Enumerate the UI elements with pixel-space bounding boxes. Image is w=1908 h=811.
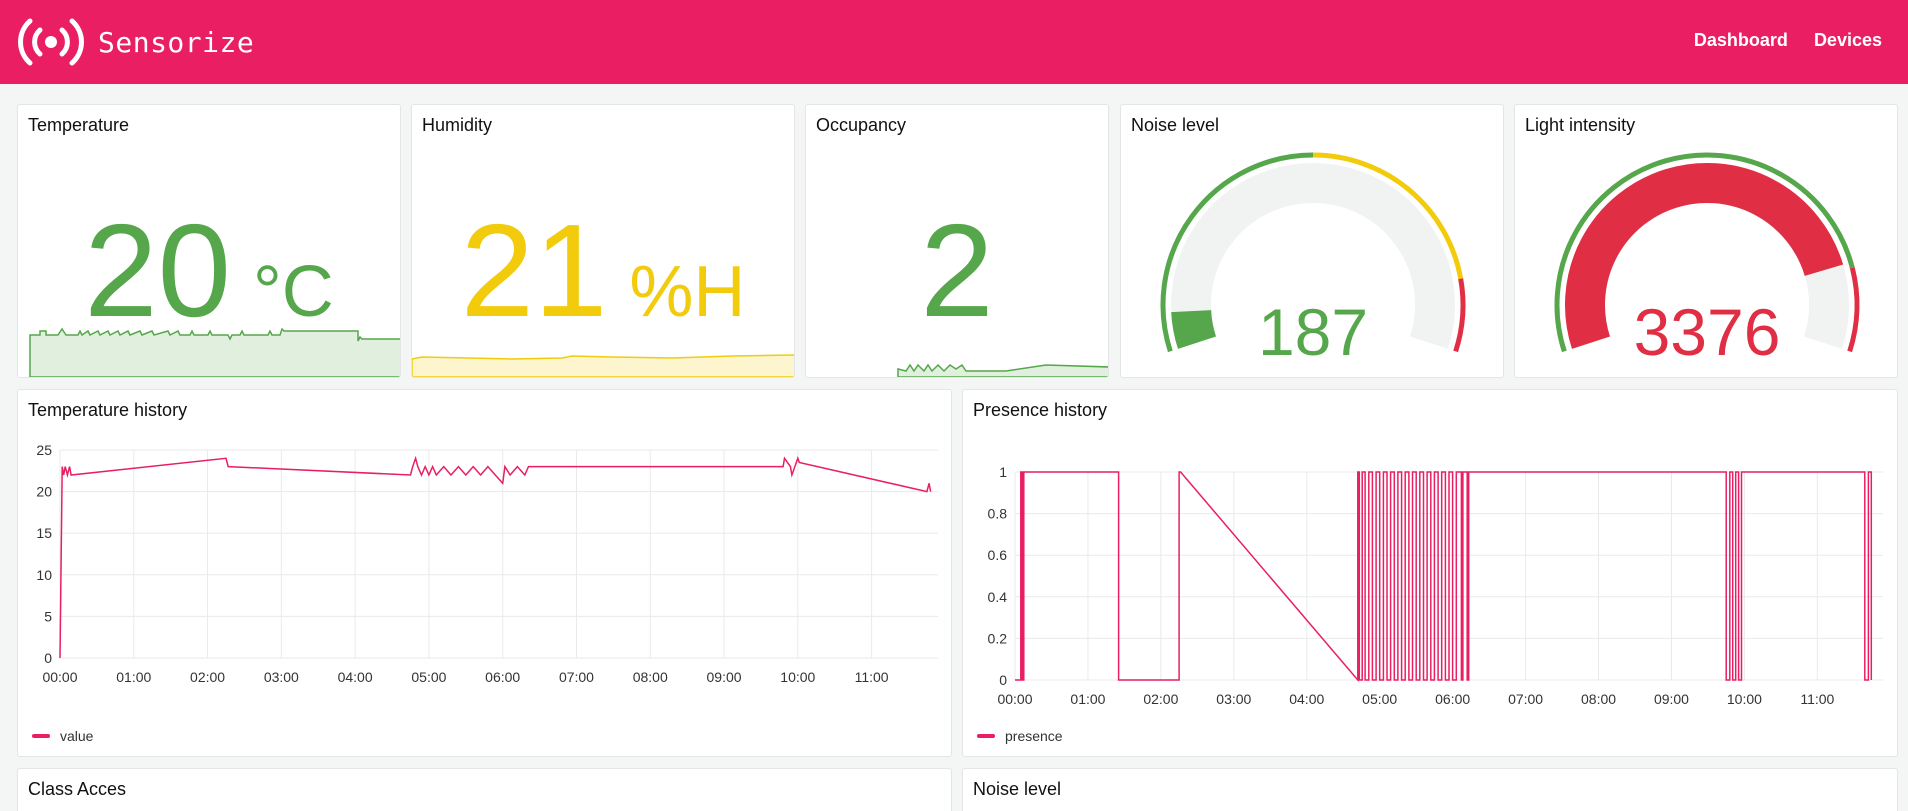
occupancy-stat: 2 bbox=[806, 205, 1108, 337]
occupancy-sparkline bbox=[897, 363, 1108, 377]
x-tick-label: 10:00 bbox=[780, 669, 815, 685]
x-tick-label: 08:00 bbox=[633, 669, 668, 685]
x-tick-label: 04:00 bbox=[338, 669, 373, 685]
occupancy-value: 2 bbox=[920, 197, 994, 344]
panel-title: Noise level bbox=[1131, 115, 1220, 135]
x-tick-label: 05:00 bbox=[1362, 691, 1397, 707]
presence-history-panel: Presence history 0 0.2 0.4 0.6 0.8 1 00:00 01:0… bbox=[962, 389, 1898, 757]
class-access-panel: Class Acces bbox=[17, 768, 952, 811]
noise-level-panel: Noise level bbox=[962, 768, 1898, 811]
x-tick-label: 04:00 bbox=[1289, 691, 1324, 707]
gauge-value-arc bbox=[1565, 163, 1844, 349]
nav-dashboard[interactable]: Dashboard bbox=[1693, 30, 1788, 50]
legend-label: value bbox=[60, 728, 94, 744]
panel-title: Occupancy bbox=[816, 115, 907, 135]
x-tick-label: 03:00 bbox=[264, 669, 299, 685]
panel-title: Presence history bbox=[973, 400, 1108, 420]
x-tick-label: 02:00 bbox=[1143, 691, 1178, 707]
brand-name: Sensorize bbox=[98, 25, 255, 59]
x-tick-label: 11:00 bbox=[855, 669, 889, 685]
panel-title: Class Acces bbox=[28, 779, 127, 799]
y-tick-label: 0 bbox=[999, 672, 1007, 688]
x-tick-label: 07:00 bbox=[1508, 691, 1543, 707]
y-tick-label: 25 bbox=[36, 442, 52, 458]
x-tick-label: 07:00 bbox=[559, 669, 594, 685]
x-tick-label: 02:00 bbox=[190, 669, 225, 685]
y-tick-label: 0.2 bbox=[988, 630, 1008, 646]
panel-title: Light intensity bbox=[1525, 115, 1636, 135]
x-tick-label: 00:00 bbox=[42, 669, 77, 685]
gauge-threshold-arc bbox=[1847, 267, 1860, 353]
y-tick-label: 5 bbox=[44, 608, 52, 624]
noise-gauge-panel: Noise level 187 bbox=[1120, 104, 1504, 378]
panel-title: Temperature bbox=[28, 115, 130, 135]
gauge-value-text: 3376 bbox=[1634, 295, 1781, 369]
humidity-stat: 21 %H bbox=[412, 205, 794, 337]
x-tick-label: 09:00 bbox=[707, 669, 742, 685]
gauge-threshold-arc bbox=[1160, 152, 1314, 353]
temperature-value: 20 bbox=[84, 197, 232, 344]
y-tick-label: 1 bbox=[999, 464, 1007, 480]
series-line bbox=[59, 455, 932, 659]
legend-swatch bbox=[977, 734, 995, 738]
y-tick-label: 10 bbox=[36, 567, 52, 583]
panel-title: Noise level bbox=[973, 779, 1062, 799]
gauge-threshold-arc bbox=[1453, 278, 1466, 353]
x-tick-label: 03:00 bbox=[1216, 691, 1251, 707]
temperature-panel: Temperature 20 °C bbox=[17, 104, 401, 378]
x-tick-label: 01:00 bbox=[116, 669, 151, 685]
gauge-value-text: 187 bbox=[1258, 295, 1368, 369]
occupancy-panel: Occupancy 2 bbox=[805, 104, 1109, 378]
chart-legend[interactable]: value bbox=[32, 728, 93, 744]
gauge-value-arc bbox=[1171, 309, 1217, 349]
y-tick-label: 0 bbox=[44, 650, 52, 666]
gauge-threshold-arc bbox=[1554, 152, 1855, 353]
light-gauge-panel: Light intensity 3376 bbox=[1514, 104, 1898, 378]
legend-label: presence bbox=[1005, 728, 1063, 744]
noise-gauge: 187 bbox=[1160, 152, 1466, 369]
temperature-unit: °C bbox=[253, 252, 334, 332]
brand[interactable]: Sensorize bbox=[18, 14, 254, 70]
humidity-panel: Humidity 21 %H bbox=[411, 104, 795, 378]
x-tick-label: 08:00 bbox=[1581, 691, 1616, 707]
y-tick-label: 20 bbox=[36, 484, 52, 500]
series-line bbox=[1015, 471, 1873, 683]
presence-history-chart: 0 0.2 0.4 0.6 0.8 1 00:00 01:00 02:00 03:00 04:00 0… bbox=[988, 464, 1883, 707]
x-tick-label: 11:00 bbox=[1800, 691, 1834, 707]
humidity-value: 21 bbox=[460, 197, 608, 344]
gauge-threshold-arc bbox=[1312, 152, 1464, 280]
panel-title: Temperature history bbox=[28, 400, 188, 420]
x-tick-label: 10:00 bbox=[1727, 691, 1762, 707]
temperature-stat: 20 °C bbox=[18, 205, 400, 337]
gauge-track bbox=[1171, 163, 1455, 349]
panel-title: Humidity bbox=[422, 115, 493, 135]
broadcast-icon bbox=[18, 18, 84, 66]
nav-devices[interactable]: Devices bbox=[1813, 30, 1882, 50]
x-tick-label: 06:00 bbox=[485, 669, 520, 685]
x-tick-label: 00:00 bbox=[997, 691, 1032, 707]
y-tick-label: 15 bbox=[36, 525, 52, 541]
y-tick-label: 0.8 bbox=[988, 506, 1008, 522]
x-tick-label: 06:00 bbox=[1435, 691, 1470, 707]
temperature-history-panel: Temperature history 0 5 10 15 20 25 00:00 01:00… bbox=[17, 389, 952, 757]
top-bar: Sensorize Dashboard Devices bbox=[0, 0, 1908, 84]
temperature-history-chart: 0 5 10 15 20 25 00:00 01:00 02:00 03:00 04:00 05:00… bbox=[36, 442, 938, 685]
chart-legend[interactable]: presence bbox=[977, 728, 1063, 744]
light-gauge: 3376 bbox=[1554, 152, 1860, 369]
y-tick-label: 0.6 bbox=[988, 547, 1008, 563]
x-tick-label: 09:00 bbox=[1654, 691, 1689, 707]
humidity-sparkline bbox=[412, 354, 794, 377]
main-nav: Dashboard Devices bbox=[1694, 30, 1882, 51]
legend-swatch bbox=[32, 734, 50, 738]
x-tick-label: 01:00 bbox=[1070, 691, 1105, 707]
humidity-unit: %H bbox=[629, 252, 746, 332]
y-tick-label: 0.4 bbox=[988, 589, 1008, 605]
temperature-sparkline bbox=[29, 327, 400, 377]
x-tick-label: 05:00 bbox=[411, 669, 446, 685]
